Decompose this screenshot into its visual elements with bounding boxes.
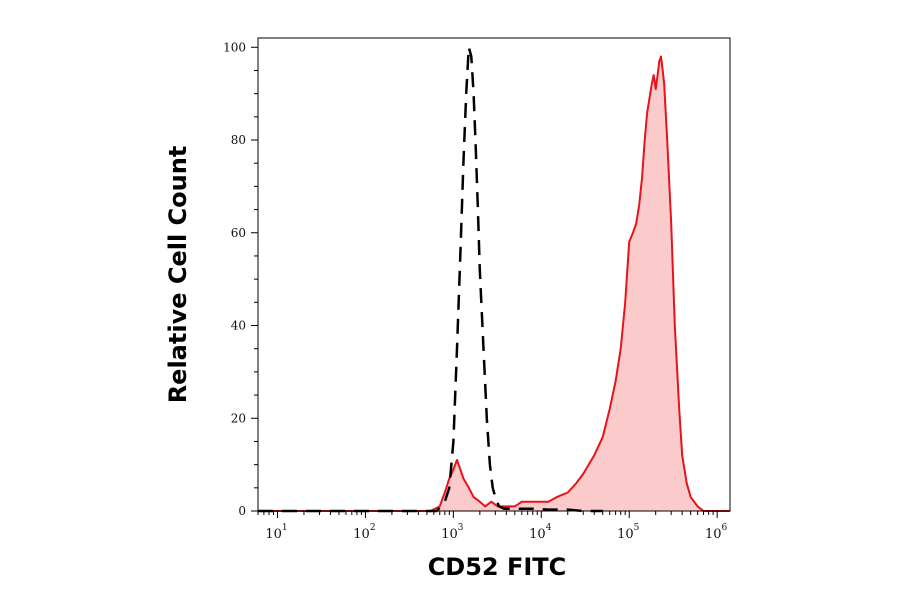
x-tick-label-0: 101 [265,523,287,542]
x-tick-base: 10 [529,527,546,542]
x-tick-exponent: 1 [282,523,288,533]
x-tick-label-3: 104 [529,523,552,542]
x-tick-label-5: 106 [705,523,728,542]
series-layer [258,46,730,513]
series-0-area [258,56,730,511]
x-tick-exponent: 5 [634,523,640,533]
series-0-line [258,55,730,512]
x-tick-label-4: 105 [617,523,640,542]
x-tick-base: 10 [441,527,458,542]
y-tick-label-1: 20 [231,411,246,425]
x-axis-title: CD52 FITC [428,553,567,581]
x-tick-label-2: 103 [441,523,464,542]
series-1-line [258,46,603,513]
y-tick-label-0: 0 [238,504,246,518]
y-axis-title: Relative Cell Count [164,146,192,404]
x-tick-base: 10 [617,527,634,542]
x-tick-exponent: 2 [370,523,376,533]
x-tick-exponent: 3 [458,523,464,533]
x-tick-base: 10 [265,527,282,542]
y-tick-label-2: 40 [231,319,246,333]
x-tick-label-1: 102 [353,523,375,542]
y-tick-label-3: 60 [231,226,246,240]
x-tick-base: 10 [705,527,722,542]
y-tick-label-5: 100 [223,40,246,54]
x-tick-base: 10 [353,527,370,542]
plot-frame [257,37,731,512]
y-tick-label-4: 80 [231,133,246,147]
x-tick-exponent: 4 [546,523,552,533]
x-tick-exponent: 6 [722,523,728,533]
